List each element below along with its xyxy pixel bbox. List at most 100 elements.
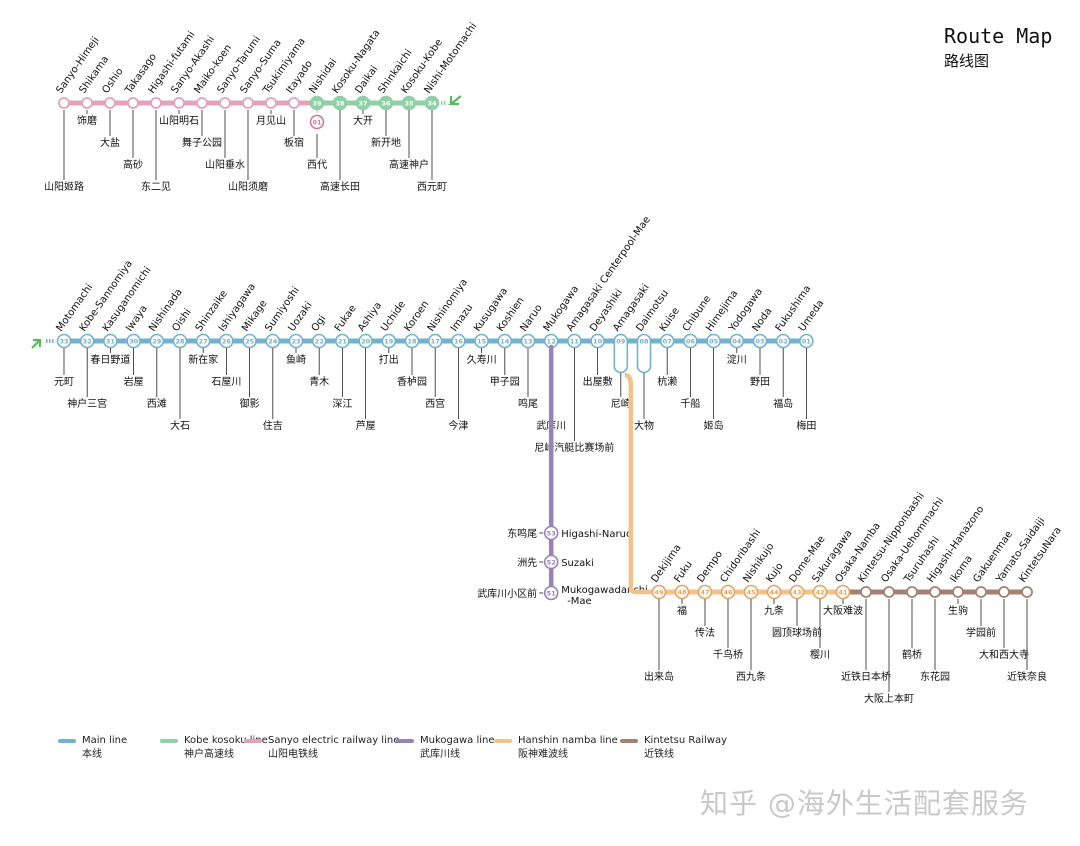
- station-marker-naruo-number: 13: [523, 338, 532, 346]
- station-name-zh-kujo: 九条: [764, 604, 784, 617]
- station-name-zh-daimotsu: 大物: [634, 419, 654, 432]
- station-marker-ashiya: [358, 333, 373, 349]
- station-marker-kosoku-kobe: [401, 95, 417, 111]
- station-name-zh-sakuragawa: 樱川: [810, 649, 830, 661]
- station-marker-suzaki-number: 52: [547, 559, 556, 567]
- station-name-zh-kasuganomichi: 春日野道: [90, 353, 130, 366]
- station-name-zh-kintetsunara: 近铁奈良: [1007, 670, 1047, 683]
- station-marker-nishidai-number: 39: [312, 100, 322, 108]
- station-marker-noda-number: 03: [755, 338, 764, 346]
- station-marker-imazu: [451, 333, 466, 349]
- legend-label: Main line: [82, 735, 128, 746]
- station-name-zh-osaka-uehommachi: 大阪上本町: [864, 692, 914, 705]
- station-name-zh-takasago: 高砂: [123, 158, 143, 171]
- station-marker-motomachi: [56, 333, 72, 349]
- station-marker-nishi-motomachi-number: 34: [427, 100, 437, 108]
- station-name-zh-dekijima: 出来岛: [644, 670, 674, 683]
- station-marker-fuku-number: 48: [677, 589, 687, 597]
- station-marker-naruo: [520, 333, 536, 349]
- station-name-oishi: Oishi: [170, 307, 193, 334]
- station-marker-ishiyagawa: [219, 333, 234, 349]
- station-name-zh-mikage: 御影: [240, 397, 260, 410]
- station-marker-higashi-futami: [150, 97, 162, 109]
- station-marker-sanyo-suma: [242, 97, 254, 109]
- station-marker-higashi-naruo-number: 53: [547, 530, 556, 538]
- station-marker-kuise: [659, 333, 675, 349]
- station-marker-osaka-namba: [835, 584, 851, 600]
- station-marker-kujo-number: 44: [769, 589, 779, 597]
- legend-label-zh: 阪神难波线: [518, 749, 568, 760]
- station-name-zh-kobe-sannomiya: 神户三宫: [67, 397, 107, 410]
- station-name-zh-umeda: 梅田: [796, 419, 816, 432]
- station-marker-kosoku-kobe-number: 35: [404, 100, 414, 108]
- station-marker-uchide: [381, 333, 397, 349]
- station-marker-nishi-motomachi: [424, 95, 440, 111]
- legend-swatch: [58, 739, 76, 743]
- station-marker-nishinomiya: [427, 333, 443, 349]
- legend-label: Hanshin namba line: [518, 735, 618, 746]
- station-marker-deyashiki: [590, 333, 605, 349]
- station-marker-amagasaki-centerpool-mae: [567, 333, 582, 349]
- station-marker-gakuenmae: [975, 586, 987, 598]
- station-name-zh-tsuruhashi: 鹤桥: [902, 648, 922, 661]
- station-marker-sanyo-akashi: [173, 97, 185, 109]
- station-name-ogi: Ogi: [310, 313, 329, 333]
- station-marker-dempo: [697, 584, 713, 600]
- station-marker-higashi-hanazono: [929, 586, 941, 598]
- watermark: 知乎 @海外生活配套服务: [700, 787, 1029, 820]
- station-name-zh-shinzaike: 新在家: [188, 353, 218, 366]
- station-name-oshio: Oshio: [100, 66, 125, 96]
- station-name-fukae: Fukae: [333, 303, 359, 333]
- station-name-zh-nishidai: 西代: [307, 159, 327, 171]
- station-name-zh-kusugawa: 久寿川: [467, 353, 497, 366]
- station-name-suzaki: Suzaki: [561, 558, 594, 569]
- station-name-zh-ogi: 青木: [309, 375, 329, 388]
- station-name-zh-yamato-saidaiji: 大和西大寺: [979, 648, 1029, 661]
- station-marker-sumiyoshi: [265, 333, 281, 349]
- map-title-zh: 路线图: [944, 52, 990, 70]
- station-name-zh-kintetsu-nipponbashi: 近铁日本桥: [841, 670, 891, 683]
- station-marker-tsukimiyama: [265, 97, 277, 109]
- station-name-zh-fukae: 深江: [332, 398, 352, 410]
- station-marker-kujo: [766, 584, 782, 600]
- legend-label-zh: 武库川线: [420, 749, 460, 760]
- station-name-zh-higashi-hanazono: 东花园: [920, 670, 950, 683]
- legend-swatch: [244, 739, 262, 743]
- station-name-zh-uozaki: 鱼崎: [286, 353, 306, 366]
- station-marker-uozaki-number: 23: [291, 338, 300, 346]
- map-title: Route Map: [944, 24, 1053, 48]
- station-marker-ashiya-number: 20: [361, 338, 371, 346]
- station-marker-noda: [752, 333, 768, 349]
- station-name-fuku: Fuku: [672, 559, 694, 584]
- station-name-zh-dome-mae: 圆顶球场前: [772, 626, 822, 639]
- station-marker-sanyo-himeji: [58, 97, 70, 109]
- station-name-zh-higashi-naruo: 东鸣尾: [507, 527, 537, 540]
- station-name-zh-higashi-futami: 东二见: [141, 180, 171, 193]
- station-marker-ikoma: [952, 586, 964, 598]
- legend-label-zh: 本线: [82, 749, 102, 760]
- station-name-zh-dempo: 传法: [695, 626, 715, 639]
- station-marker-osaka-uehommachi: [883, 586, 895, 598]
- station-name-higashi-naruo: Higashi-Naruo: [561, 529, 632, 540]
- station-marker-kusugawa: [474, 333, 489, 349]
- station-marker-kusugawa-number: 15: [477, 338, 487, 346]
- station-marker-himejima: [706, 333, 721, 349]
- station-marker-maiko-koen: [196, 97, 208, 109]
- station-marker-takasago: [127, 97, 139, 109]
- station-marker-shinzaike-number: 27: [199, 338, 208, 346]
- station-marker-mikage-number: 25: [245, 338, 255, 346]
- sanyo-badge-nishidai-number: 01: [312, 119, 322, 127]
- station-marker-ogi-number: 22: [315, 338, 324, 346]
- station-name-zh-sanyo-tarumi: 山阳垂水: [205, 159, 245, 171]
- station-marker-koshien-number: 14: [500, 338, 510, 346]
- legend-label-zh: 神户高速线: [184, 749, 234, 760]
- station-marker-kintetsunara: [1021, 586, 1033, 598]
- station-marker-fukae-number: 21: [338, 338, 348, 346]
- namba-connector-track: [624, 372, 659, 595]
- station-marker-uozaki: [288, 333, 304, 349]
- station-marker-nishidai: [309, 95, 325, 111]
- station-name-zh-sumiyoshi: 住吉: [263, 419, 283, 432]
- station-marker-kasuganomichi: [103, 333, 118, 349]
- station-marker-fukushima-number: 02: [779, 338, 788, 346]
- legend-label-zh: 近铁线: [644, 749, 674, 760]
